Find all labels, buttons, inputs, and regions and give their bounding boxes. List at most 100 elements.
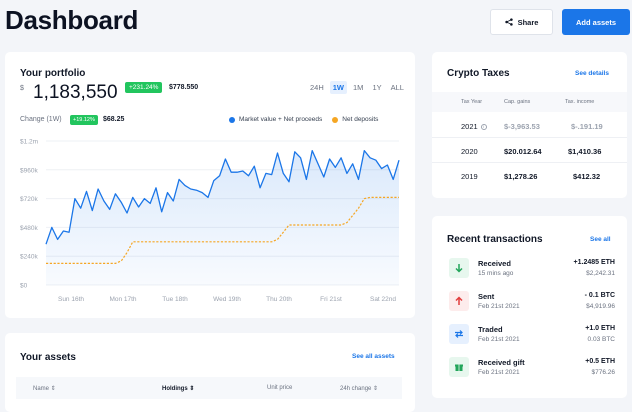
see-all-assets-link[interactable]: See all assets (352, 353, 395, 360)
add-assets-button[interactable]: Add assets (562, 9, 630, 35)
portfolio-title: Your portfolio (20, 68, 86, 79)
tax-year: 2021 i (461, 122, 487, 131)
tax-header-income: Tax. income (565, 99, 595, 105)
tax-header-gains: Cap. gains (504, 99, 531, 105)
sort-icon: ⇕ (373, 386, 379, 392)
transaction-item[interactable]: Sent Feb 21st 2021 - 0.1 BTC $4,919.96 (447, 289, 615, 315)
page-title: Dashboard (5, 5, 139, 35)
chart-legend: Market value + Net proceeds Net deposits (229, 116, 378, 123)
swap-icon (449, 324, 469, 344)
series-area-0 (46, 150, 399, 285)
recent-transactions-card: Recent transactions See all Received 15 … (432, 216, 627, 398)
tax-year: 2020 (461, 147, 478, 156)
col-24h-change[interactable]: 24h change ⇕ (340, 385, 378, 392)
tax-row-2021[interactable]: 2021 i $-3,963.53 $-.191.19 (432, 113, 627, 138)
period-amount: $68.25 (103, 116, 125, 123)
tax-row-2019[interactable]: 2019 $1,278.26 $412.32 (432, 163, 627, 188)
transaction-date: Feb 21st 2021 (478, 369, 520, 376)
y-tick-label: $720k (20, 196, 38, 203)
tax-header-year: Tax Year (461, 99, 483, 105)
change-amount: $778.550 (169, 84, 199, 91)
transactions-title: Recent transactions (447, 234, 543, 245)
transaction-fiat: 0.03 BTC (587, 336, 615, 343)
col-name-label: Name (33, 386, 50, 392)
change-percent-badge: +231.24% (125, 82, 163, 93)
y-tick-label: $240k (20, 254, 38, 261)
col-unit-price[interactable]: Unit price (267, 385, 293, 391)
period-percent-badge: +19.12% (70, 115, 98, 125)
range-1y[interactable]: 1Y (372, 83, 382, 92)
legend-item-deposits: Net deposits (332, 116, 378, 123)
transaction-item[interactable]: Traded Feb 21st 2021 +1.0 ETH 0.03 BTC (447, 322, 615, 348)
see-all-transactions-link[interactable]: See all (590, 236, 611, 243)
x-tick-label: Sat 22nd (370, 296, 396, 303)
gift-icon (449, 357, 469, 377)
transaction-item[interactable]: Received gift Feb 21st 2021 +0.5 ETH $77… (447, 355, 615, 381)
transaction-amount: +1.0 ETH (585, 325, 615, 332)
share-button[interactable]: Share (490, 9, 553, 35)
period-label: Change (1W) (20, 116, 62, 123)
x-tick-label: Tue 18th (162, 296, 188, 303)
taxes-table-header (432, 92, 627, 112)
portfolio-chart: $1.2m $960k $720k $480k $240k $0 Sun 16th Mon 1… (20, 139, 400, 303)
tax-gains: $-3,963.53 (504, 122, 540, 131)
tax-gains: $20.012.64 (504, 147, 542, 156)
legend-dot-deposits (332, 116, 339, 123)
y-tick-label: $1.2m (20, 139, 38, 146)
transaction-item[interactable]: Received 15 mins ago +1.2485 ETH $2,242.… (447, 256, 615, 282)
y-tick-label: $960k (20, 167, 38, 174)
transaction-type: Traded (478, 325, 503, 334)
sort-icon: ⇕ (50, 386, 56, 392)
legend-label-deposits: Net deposits (342, 116, 379, 123)
currency-symbol: $ (20, 85, 24, 92)
sort-icon: ⇕ (189, 386, 195, 392)
range-1m[interactable]: 1M (353, 83, 364, 92)
transaction-amount: +0.5 ETH (585, 358, 615, 365)
y-tick-label: $480k (20, 225, 38, 232)
col-24h-label: 24h change (340, 386, 372, 392)
x-tick-label: Wed 19th (213, 296, 241, 303)
see-details-link[interactable]: See details (575, 70, 609, 77)
transaction-fiat: $2,242.31 (586, 270, 615, 277)
arrow-down-icon (449, 258, 469, 278)
tax-income: $1,410.36 (568, 147, 602, 156)
x-tick-label: Sun 16th (58, 296, 84, 303)
y-tick-label: $0 (20, 283, 28, 290)
range-24h[interactable]: 24H (310, 83, 324, 92)
range-1w[interactable]: 1W (329, 81, 348, 94)
arrow-up-icon (449, 291, 469, 311)
assets-title: Your assets (20, 352, 76, 363)
transaction-amount: - 0.1 BTC (584, 292, 615, 299)
x-tick-label: Mon 17th (109, 296, 136, 303)
assets-card: Your assets See all assets Name ⇕ Holdin… (5, 333, 415, 412)
col-holdings[interactable]: Holdings ⇕ (162, 385, 194, 392)
legend-dot-market (229, 116, 235, 123)
x-tick-label: Fri 21st (320, 296, 342, 303)
portfolio-value: 1,183,550 (33, 82, 118, 103)
taxes-title: Crypto Taxes (447, 68, 510, 79)
transaction-type: Received (478, 259, 511, 268)
transaction-date: Feb 21st 2021 (478, 336, 520, 343)
transaction-fiat: $4,919.96 (586, 303, 615, 310)
share-icon (504, 18, 513, 26)
portfolio-card: Your portfolio $ 1,183,550 +231.24% $778… (5, 52, 415, 318)
col-name[interactable]: Name ⇕ (33, 385, 56, 392)
crypto-taxes-card: Crypto Taxes See details Tax Year Cap. g… (432, 52, 627, 198)
legend-label-market: Market value + Net proceeds (239, 116, 323, 123)
x-tick-label: Thu 20th (266, 296, 292, 303)
transaction-type: Sent (478, 292, 495, 301)
transaction-fiat: $776.26 (591, 369, 616, 376)
assets-table-header (16, 377, 402, 399)
col-holdings-label: Holdings (162, 386, 188, 392)
range-all[interactable]: ALL (390, 83, 404, 92)
net-deposits-line[interactable] (46, 196, 399, 264)
tax-income: $-.191.19 (571, 122, 603, 131)
range-selector: 24H 1W 1M 1Y ALL (307, 81, 407, 94)
info-icon[interactable]: i (480, 124, 487, 130)
tax-row-2020[interactable]: 2020 $20.012.64 $1,410.36 (432, 138, 627, 163)
market-value-line[interactable] (45, 149, 400, 245)
tax-gains: $1,278.26 (504, 172, 538, 181)
tax-year-label: 2021 (461, 122, 478, 131)
transaction-date: Feb 21st 2021 (478, 303, 520, 310)
transaction-date: 15 mins ago (478, 270, 514, 277)
